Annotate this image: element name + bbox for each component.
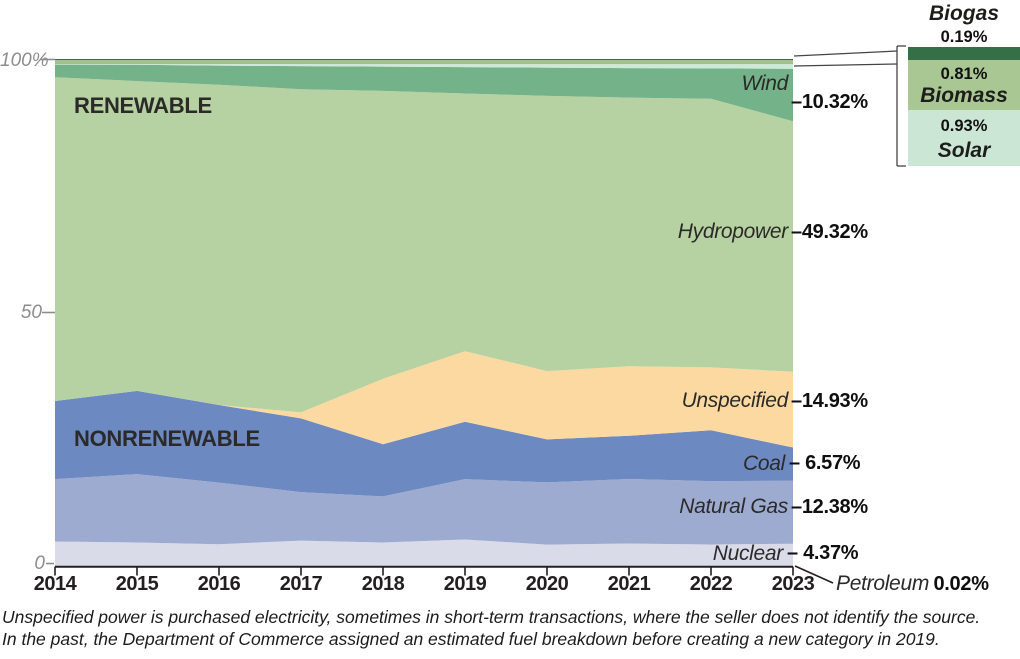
- legend-biogas-value: 0.19%: [940, 28, 988, 46]
- legend-solar-value: 0.93%: [940, 117, 988, 135]
- footnote: Unspecified power is purchased electrici…: [2, 606, 1018, 650]
- coal-label: Coal: [743, 452, 785, 475]
- legend-biomass-label: Biomass: [920, 84, 1008, 107]
- x-tick-label-2020: 2020: [525, 573, 569, 595]
- legend-biomass-value: 0.81%: [940, 65, 988, 83]
- x-tick-label-2023: 2023: [771, 573, 815, 595]
- x-tick-label-2018: 2018: [361, 573, 405, 595]
- hydropower-value: –49.32%: [791, 221, 868, 243]
- petroleum-label: Petroleum: [836, 572, 930, 595]
- unspecified-value: –14.93%: [791, 390, 868, 412]
- footnote-line-2: In the past, the Department of Commerce …: [2, 629, 940, 649]
- legend-biogas-title: Biogas: [928, 2, 999, 25]
- area-biomass: [55, 60, 793, 65]
- legend-biogas-swatch: [908, 47, 1020, 60]
- area-unspecified: [55, 351, 793, 448]
- footnote-line-1: Unspecified power is purchased electrici…: [2, 607, 981, 627]
- nuclear-value: – 4.37%: [787, 542, 859, 564]
- area-coal: [55, 390, 793, 497]
- x-tick-label-2022: 2022: [689, 573, 733, 595]
- x-tick-label-2017: 2017: [279, 573, 323, 595]
- x-tick-label-2014: 2014: [33, 573, 77, 595]
- area-wind: [55, 64, 793, 122]
- legend-solar-swatch: 0.93% Solar: [908, 110, 1020, 166]
- area-biogas: [55, 59, 793, 60]
- x-axis-ticks: [54, 566, 794, 576]
- hydropower-label: Hydropower: [677, 220, 789, 243]
- legend-biomass-swatch: 0.81% Biomass: [908, 60, 1020, 110]
- x-tick-label-2016: 2016: [197, 573, 241, 595]
- area-natural-gas: [55, 474, 793, 545]
- nuclear-label: Nuclear: [712, 542, 784, 565]
- area-hydropower: [55, 77, 793, 413]
- y-tick-label-50: 50: [20, 302, 42, 323]
- nonrenewable-zone-label: NONRENEWABLE: [74, 426, 260, 451]
- unspecified-label: Unspecified: [681, 389, 789, 412]
- y-tick-label-100: 100%: [0, 50, 49, 71]
- natural-gas-value: –12.38%: [791, 496, 868, 518]
- petroleum-label-group: Petroleum 0.02%: [836, 572, 989, 596]
- y-tick-label-0: 0: [34, 553, 45, 574]
- wind-label: Wind: [741, 72, 789, 95]
- wind-value: –10.32%: [791, 91, 868, 113]
- area-nuclear: [55, 539, 793, 566]
- x-tick-label-2019: 2019: [443, 573, 487, 595]
- x-tick-label-2015: 2015: [115, 573, 159, 595]
- renewable-zone-label: RENEWABLE: [74, 93, 212, 118]
- petroleum-value: 0.02%: [933, 573, 989, 595]
- x-tick-label-2021: 2021: [607, 573, 651, 595]
- petroleum-leader-line: [794, 565, 834, 584]
- legend-solar-label: Solar: [937, 139, 991, 162]
- area-solar: [55, 64, 793, 69]
- natural-gas-label: Natural Gas: [679, 495, 788, 518]
- coal-value: – 6.57%: [789, 452, 861, 474]
- legend-bracket: [793, 45, 906, 167]
- chart-areas: [55, 59, 793, 566]
